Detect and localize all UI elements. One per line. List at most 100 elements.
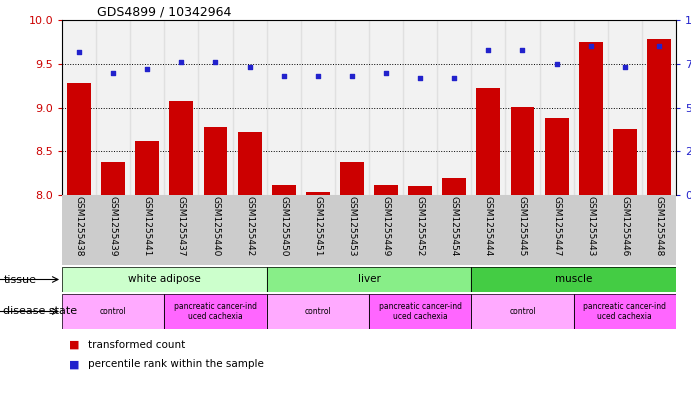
Bar [130,195,164,265]
Text: ■: ■ [69,340,79,350]
Bar [642,195,676,265]
Text: pancreatic cancer-ind
uced cachexia: pancreatic cancer-ind uced cachexia [174,302,257,321]
Bar [471,20,505,195]
Bar [267,20,301,195]
Bar [403,20,437,195]
Bar [267,294,369,329]
Bar [238,132,262,195]
Text: control: control [100,307,126,316]
Point [278,73,290,79]
Bar [408,186,432,195]
Text: ■: ■ [69,359,79,369]
Point [244,64,255,70]
Text: GSM1255448: GSM1255448 [654,196,663,257]
Point [619,64,630,70]
Bar [267,195,301,265]
Bar [335,20,369,195]
Bar [647,39,671,195]
Bar [608,20,642,195]
Text: GSM1255450: GSM1255450 [279,196,288,257]
Text: GSM1255439: GSM1255439 [108,196,117,257]
Bar [267,267,471,292]
Bar [574,294,676,329]
Text: disease state: disease state [3,307,77,316]
Point [176,59,187,65]
Text: GSM1255447: GSM1255447 [552,196,561,257]
Bar [471,294,574,329]
Bar [62,294,164,329]
Bar [272,184,296,195]
Bar [62,267,267,292]
Bar [267,267,471,292]
Point [551,61,562,67]
Bar [301,195,335,265]
Point [381,69,392,75]
Bar [437,195,471,265]
Bar [204,127,227,195]
Text: GSM1255449: GSM1255449 [381,196,390,257]
Text: liver: liver [357,274,381,285]
Bar [613,129,637,195]
Point [210,59,221,65]
Point [448,75,460,81]
Bar [67,83,91,195]
Bar [540,195,574,265]
Bar [608,195,642,265]
Bar [198,195,233,265]
Bar [574,294,676,329]
Point [73,48,84,55]
Text: GSM1255445: GSM1255445 [518,196,527,257]
Bar [471,294,574,329]
Text: percentile rank within the sample: percentile rank within the sample [88,359,264,369]
Point [517,47,528,53]
Text: GSM1255438: GSM1255438 [75,196,84,257]
Bar [164,294,267,329]
Bar [505,195,540,265]
Text: GSM1255443: GSM1255443 [586,196,595,257]
Bar [62,294,164,329]
Bar [135,141,159,195]
Text: pancreatic cancer-ind
uced cachexia: pancreatic cancer-ind uced cachexia [379,302,462,321]
Bar [374,184,398,195]
Bar [642,20,676,195]
Bar [369,20,403,195]
Bar [164,20,198,195]
Point [142,66,153,72]
Bar [301,20,335,195]
Text: GSM1255451: GSM1255451 [313,196,322,257]
Bar [369,294,471,329]
Text: control: control [305,307,331,316]
Bar [471,267,676,292]
Bar [169,101,193,195]
Bar [62,20,96,195]
Bar [505,20,540,195]
Text: transformed count: transformed count [88,340,185,350]
Bar [198,20,233,195]
Bar [369,294,471,329]
Point [108,69,119,75]
Text: GSM1255452: GSM1255452 [416,196,425,257]
Text: GSM1255442: GSM1255442 [245,196,254,257]
Bar [306,191,330,195]
Bar [335,195,369,265]
Point [312,73,323,79]
Bar [233,195,267,265]
Text: tissue: tissue [3,274,37,285]
Text: GSM1255441: GSM1255441 [143,196,152,257]
Text: control: control [509,307,536,316]
Bar [477,88,500,195]
Bar [164,294,267,329]
Point [415,75,426,81]
Bar [101,162,125,195]
Point [346,73,357,79]
Bar [574,195,608,265]
Text: GSM1255440: GSM1255440 [211,196,220,257]
Text: pancreatic cancer-ind
uced cachexia: pancreatic cancer-ind uced cachexia [583,302,666,321]
Bar [471,195,505,265]
Point [483,47,494,53]
Text: GSM1255444: GSM1255444 [484,196,493,257]
Text: GSM1255453: GSM1255453 [348,196,357,257]
Bar [340,162,364,195]
Bar [62,195,96,265]
Bar [369,195,403,265]
